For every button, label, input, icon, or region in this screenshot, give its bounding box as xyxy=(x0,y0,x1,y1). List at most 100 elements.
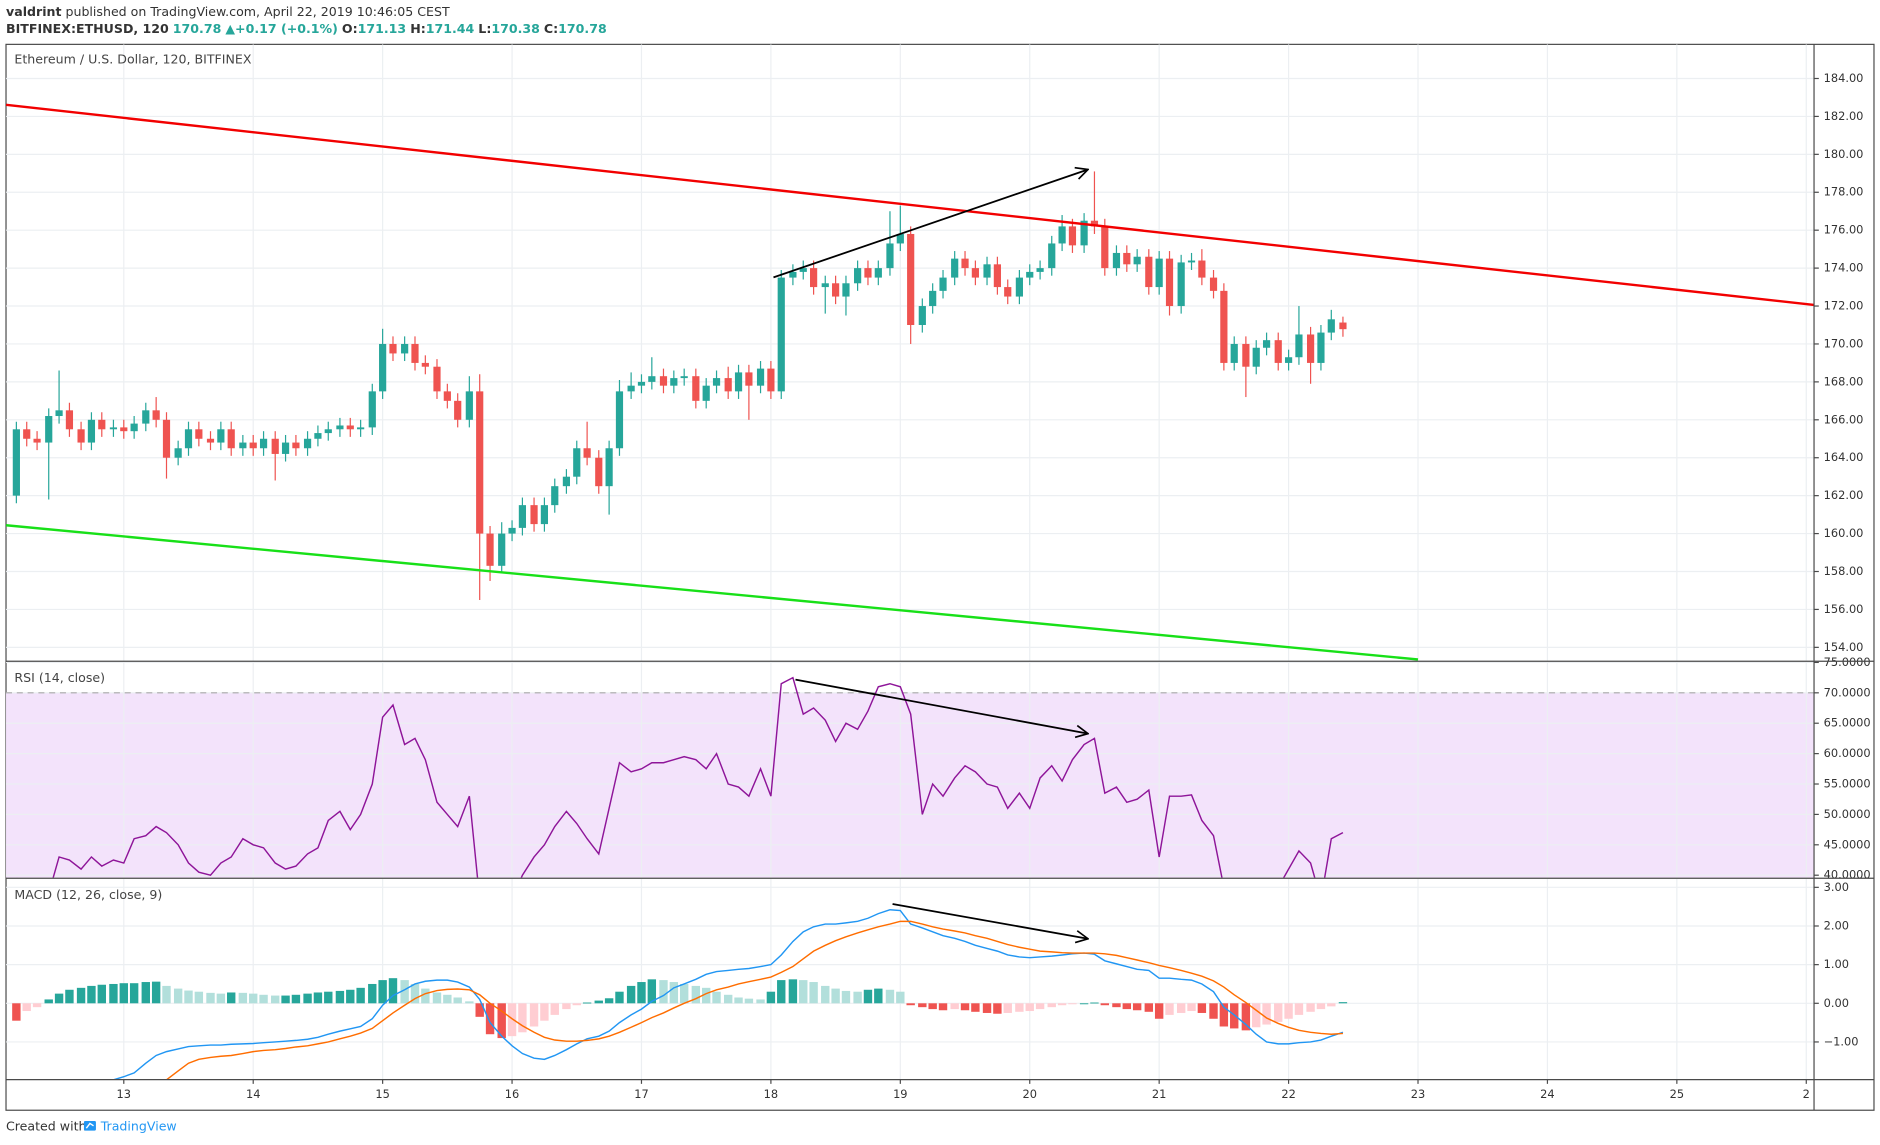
candle-body xyxy=(939,277,947,291)
histogram-bar xyxy=(497,1003,506,1039)
candle-body xyxy=(605,448,613,487)
candle-body xyxy=(33,438,41,443)
histogram-bar xyxy=(1209,1003,1218,1019)
histogram-bar xyxy=(1154,1003,1164,1019)
histogram-bar xyxy=(723,994,733,1004)
candle-body xyxy=(993,264,1001,288)
candle-body xyxy=(627,385,635,392)
histogram-bar xyxy=(1316,1003,1326,1010)
candle-body xyxy=(303,438,312,449)
histogram-bar xyxy=(1294,1003,1304,1015)
candle-body xyxy=(1274,340,1282,363)
candle-body xyxy=(227,429,235,449)
candle-body xyxy=(142,410,150,424)
candle-body xyxy=(680,376,688,379)
histogram-bar xyxy=(378,980,387,1004)
trend-line xyxy=(6,103,1815,307)
histogram-bar xyxy=(529,1003,539,1027)
histogram-bar xyxy=(647,979,657,1004)
candle-body xyxy=(184,429,193,449)
y-tick-label: 154.00 xyxy=(1824,640,1864,654)
rsi-line xyxy=(16,676,1344,878)
histogram-bar xyxy=(982,1003,992,1013)
histogram-bar xyxy=(1015,1003,1024,1012)
change-arrow: ▲ xyxy=(225,20,235,35)
x-tick-label: 15 xyxy=(375,1087,389,1101)
histogram-bar xyxy=(162,985,171,1004)
candle-body xyxy=(292,442,300,449)
candle-body xyxy=(1220,290,1228,363)
candle-body xyxy=(65,410,74,430)
y-tick-label: 182.00 xyxy=(1824,109,1864,123)
histogram-bar xyxy=(1230,1003,1239,1029)
histogram-bar xyxy=(1112,1003,1121,1008)
candle-body xyxy=(799,268,807,272)
candle-body xyxy=(562,476,571,487)
x-tick-label: 24 xyxy=(1540,1087,1554,1101)
histogram-bar xyxy=(346,989,355,1004)
candle-body xyxy=(1015,277,1023,297)
x-tick-label: 21 xyxy=(1152,1087,1166,1101)
histogram-bar xyxy=(97,984,106,1004)
candle-body xyxy=(573,448,581,477)
histogram-bar xyxy=(432,992,442,1004)
brand-name[interactable]: TradingView xyxy=(100,1119,177,1134)
histogram-bar xyxy=(356,987,365,1004)
symbol: BITFINEX:ETHUSD, 120 xyxy=(6,20,169,35)
y-tick-label: 75.0000 xyxy=(1824,655,1871,669)
histogram-bar xyxy=(809,982,818,1004)
histogram-bar xyxy=(906,1003,915,1006)
annotation-arrow xyxy=(892,903,1088,939)
histogram-bar xyxy=(1262,1003,1271,1025)
candle-body xyxy=(1101,226,1109,269)
candle-body xyxy=(1123,252,1131,265)
candle-body xyxy=(724,378,732,392)
y-tick-label: 45.0000 xyxy=(1824,837,1871,851)
y-tick-label: 184.00 xyxy=(1824,71,1864,85)
histogram-bar xyxy=(637,982,646,1004)
y-tick-label: 162.00 xyxy=(1824,488,1864,502)
y-tick-label: 1.00 xyxy=(1824,957,1849,971)
histogram-bar xyxy=(249,993,258,1004)
candle-body xyxy=(379,343,387,392)
y-tick-label: 178.00 xyxy=(1824,185,1864,199)
candle-body xyxy=(162,419,171,458)
histogram-bar xyxy=(303,993,312,1004)
candle-body xyxy=(821,283,829,288)
y-tick-label: 0.00 xyxy=(1824,996,1849,1010)
candle-body xyxy=(1295,334,1303,358)
histogram-bar xyxy=(950,1003,959,1010)
histogram-bar xyxy=(679,983,689,1004)
candle-body xyxy=(508,527,516,534)
candle-body xyxy=(1112,252,1121,269)
histogram-bar xyxy=(1274,1003,1283,1022)
candle-body xyxy=(443,391,451,401)
candle-body xyxy=(907,233,915,325)
histogram-bar xyxy=(141,982,150,1004)
x-tick-label: 19 xyxy=(893,1087,907,1101)
histogram-bar xyxy=(669,982,679,1004)
candle-body xyxy=(1177,262,1185,307)
candle-body xyxy=(217,429,225,443)
candle-body xyxy=(1317,332,1325,363)
candle-body xyxy=(120,427,128,432)
candle-body xyxy=(389,343,397,354)
candle-body xyxy=(152,410,160,420)
candle-body xyxy=(1284,357,1293,363)
histogram-bar xyxy=(65,989,74,1004)
histogram-bar xyxy=(1122,1003,1132,1010)
histogram-bar xyxy=(550,1003,559,1015)
histogram-bar xyxy=(410,983,420,1004)
histogram-bar xyxy=(1047,1003,1056,1008)
candle-body xyxy=(1004,287,1012,297)
candle-body xyxy=(951,258,959,278)
histogram-bar xyxy=(1197,1003,1207,1013)
candle-body xyxy=(1090,220,1099,227)
candle-body xyxy=(77,429,85,443)
candle-body xyxy=(971,268,979,278)
histogram-bar xyxy=(313,992,323,1004)
x-tick-label: 2 xyxy=(1803,1087,1810,1101)
histogram-bar xyxy=(1187,1003,1196,1012)
histogram-bar xyxy=(281,995,290,1004)
histogram-bar xyxy=(475,1003,484,1017)
